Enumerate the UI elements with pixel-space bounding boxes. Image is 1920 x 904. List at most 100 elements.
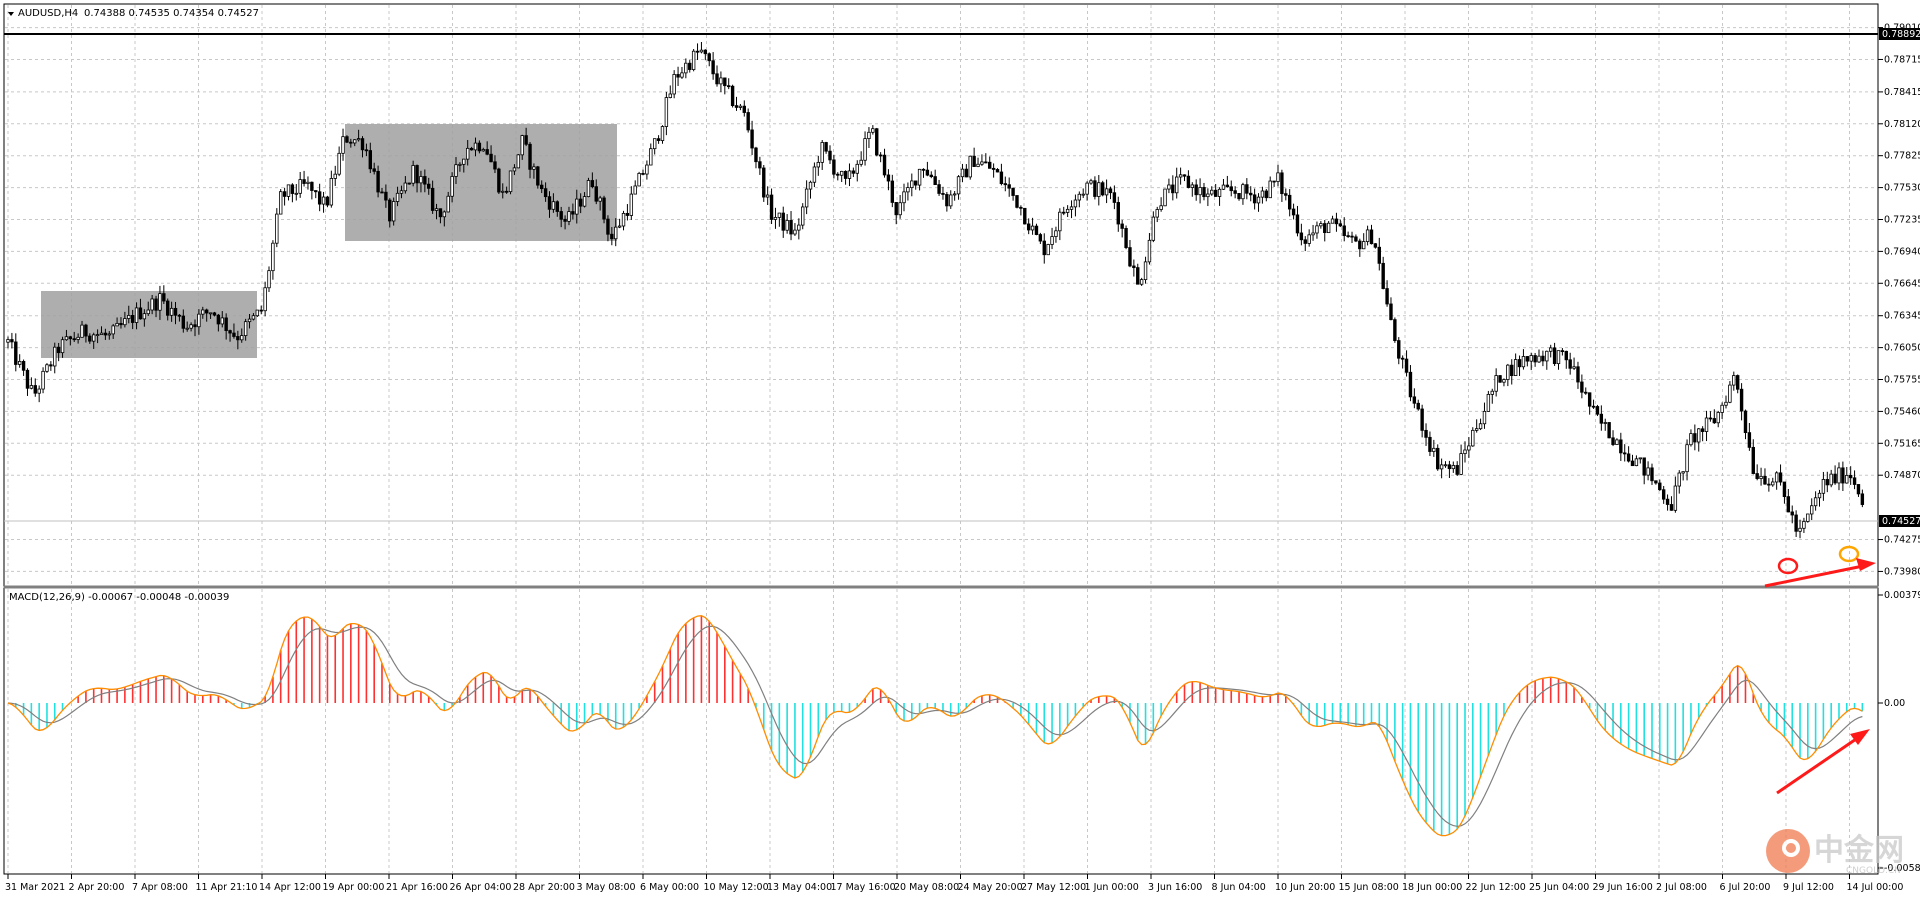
candle: [1299, 223, 1304, 246]
price-tick-label: 0.77235: [1884, 214, 1920, 225]
candle: [804, 180, 809, 215]
candle: [1362, 233, 1366, 250]
candle: [1494, 368, 1498, 397]
macd-axis-min: -0.00587: [1884, 863, 1920, 874]
candle: [824, 141, 828, 154]
candle: [929, 171, 933, 179]
candle: [220, 311, 224, 328]
candle: [1416, 399, 1420, 411]
candle: [1424, 423, 1428, 446]
candle: [1669, 496, 1674, 511]
time-tick-label: 10 Jun 20:00: [1275, 882, 1335, 893]
candle: [1412, 388, 1417, 409]
time-tick-label: 14 Apr 12:00: [259, 882, 321, 893]
candle: [1841, 461, 1845, 492]
candle: [1206, 188, 1210, 207]
candle: [1062, 206, 1066, 216]
macd-axis-zero: 0.00: [1884, 698, 1905, 709]
candle: [1217, 187, 1222, 206]
candle: [1338, 219, 1343, 228]
candle: [1782, 481, 1787, 504]
candle: [925, 161, 930, 177]
candle: [847, 163, 852, 187]
candle: [1077, 191, 1082, 208]
candle: [1712, 409, 1717, 424]
time-tick-label: 15 Jun 08:00: [1339, 882, 1399, 893]
candle: [1221, 178, 1226, 190]
candle: [1790, 505, 1794, 524]
candle: [910, 173, 914, 197]
candle: [1303, 236, 1307, 252]
candle: [469, 146, 474, 151]
macd-indicator-label: MACD(12,26,9) -0.00067 -0.00048 -0.00039: [9, 592, 229, 603]
candle: [1817, 489, 1822, 507]
candle: [532, 163, 536, 179]
price-tick-label: 0.77825: [1884, 151, 1920, 162]
candle: [695, 43, 700, 61]
candle: [1576, 361, 1580, 389]
candle: [1603, 418, 1607, 431]
candle: [399, 185, 404, 199]
candle: [1369, 224, 1374, 245]
time-tick-label: 1 Jun 00:00: [1085, 882, 1139, 893]
candle: [738, 103, 743, 111]
price-tick-label: 0.76345: [1884, 311, 1920, 322]
candle: [1767, 478, 1771, 492]
chevron-down-icon[interactable]: [8, 12, 14, 16]
candle: [1085, 181, 1089, 201]
candle: [1404, 350, 1409, 377]
candle: [1778, 464, 1783, 486]
candle: [1120, 219, 1124, 238]
macd-axis-max: 0.00379: [1884, 590, 1920, 601]
candle: [1700, 426, 1705, 442]
candle: [1054, 226, 1058, 243]
candle: [590, 172, 595, 189]
candle: [1541, 350, 1545, 367]
candle: [95, 329, 100, 344]
candle: [1354, 234, 1358, 243]
candle: [1030, 217, 1035, 235]
candle: [1241, 182, 1245, 205]
time-tick-label: 27 May 12:00: [1021, 882, 1086, 893]
candle: [668, 85, 672, 99]
candle: [995, 168, 1000, 173]
candle: [427, 177, 431, 195]
candle: [306, 176, 310, 190]
candle: [345, 135, 349, 144]
candle: [1728, 381, 1732, 404]
candle: [921, 168, 926, 178]
candle: [1697, 427, 1701, 452]
candle: [1545, 350, 1549, 370]
candle: [1019, 205, 1023, 216]
candle: [1330, 215, 1335, 224]
candle: [364, 143, 369, 157]
candle: [1104, 179, 1109, 204]
candle: [711, 52, 715, 80]
time-tick-label: 17 May 16:00: [831, 882, 896, 893]
candle: [333, 165, 337, 186]
grid: [5, 5, 1877, 873]
candle: [1630, 454, 1635, 467]
candle: [434, 203, 439, 220]
candle: [991, 163, 996, 178]
candle: [578, 193, 583, 214]
candle: [1143, 256, 1148, 284]
candle: [1564, 350, 1568, 369]
candle: [1428, 431, 1432, 457]
candle: [450, 172, 454, 203]
candle: [1623, 444, 1627, 462]
candle: [142, 309, 147, 327]
time-tick-label: 21 Apr 16:00: [386, 882, 448, 893]
candle: [937, 179, 941, 196]
candle: [1755, 464, 1759, 481]
candle: [1124, 225, 1128, 250]
candle: [438, 208, 443, 224]
candle: [520, 134, 524, 160]
candle: [832, 154, 836, 179]
candle: [1132, 259, 1136, 277]
low-circle-red: [1777, 557, 1799, 575]
price-tick-label: 0.78715: [1884, 54, 1920, 65]
candle: [201, 306, 205, 319]
candle: [1626, 446, 1631, 463]
candle: [1229, 180, 1233, 197]
